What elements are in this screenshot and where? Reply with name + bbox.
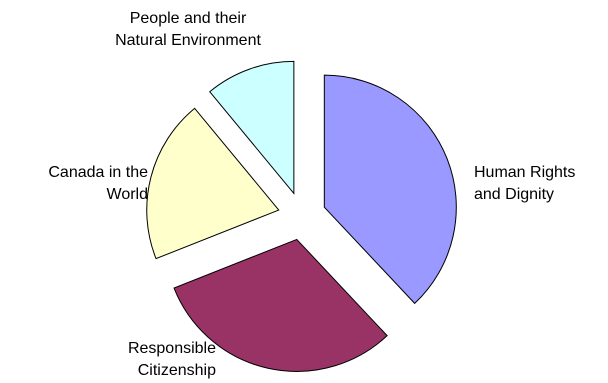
label-responsible-line1: Responsible [127, 340, 216, 357]
label-responsible-citizenship: Responsible Citizenship [76, 338, 216, 382]
label-canada-line1: Canada in the [48, 164, 148, 181]
human-rights-slice [323, 74, 457, 305]
label-people-line1: People and their [129, 10, 247, 27]
people-environment-slice [209, 60, 295, 195]
label-canada-line2: World [106, 186, 149, 203]
label-people-natural-environment: People and their Natural Environment [84, 8, 292, 52]
responsible-citizenship-slice [173, 238, 388, 372]
label-human-line2: and Dignity [474, 186, 555, 203]
label-canada-in-the-world: Canada in the World [8, 162, 148, 206]
label-human-rights-dignity: Human Rights and Dignity [474, 162, 604, 206]
label-human-line1: Human Rights [474, 164, 576, 181]
canada-world-slice [146, 107, 280, 260]
label-people-line2: Natural Environment [115, 32, 261, 49]
label-responsible-line2: Citizenship [137, 362, 216, 379]
